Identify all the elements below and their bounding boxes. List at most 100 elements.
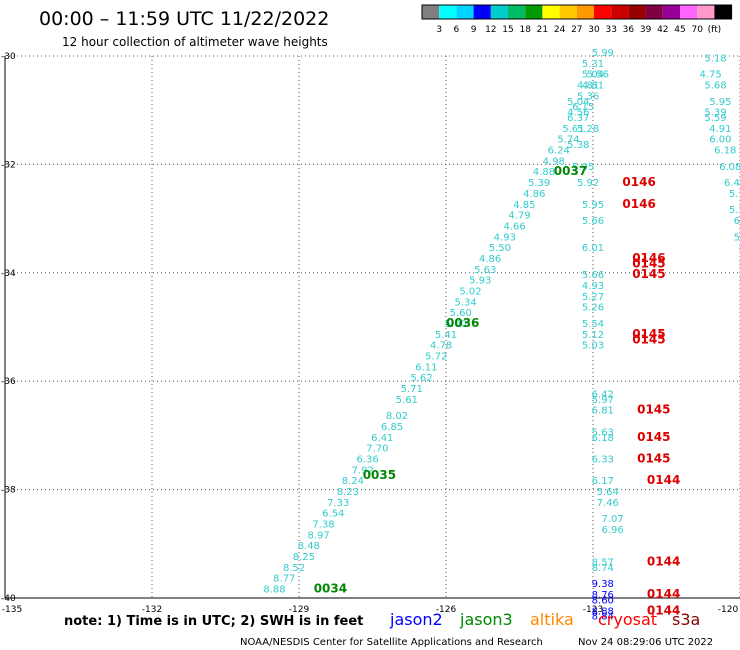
wave-height-value: 5.64 xyxy=(597,487,619,498)
wave-height-value: 8.25 xyxy=(293,552,315,563)
wave-height-value: 5.92 xyxy=(577,178,599,189)
colorbar-label: 42 xyxy=(657,25,668,35)
pass-time-label: 0144 xyxy=(647,603,680,617)
y-axis-ticks: -30 -32 -34 -36 -38 -40 xyxy=(1,52,16,604)
colorbar-swatch xyxy=(611,5,629,19)
wave-height-value: 6.36 xyxy=(356,455,378,466)
wave-height-value: 5.70 xyxy=(739,270,740,281)
wave-height-value: 5.04 xyxy=(567,97,589,108)
wave-height-value: 4.81 xyxy=(577,81,599,92)
wave-height-value: 7.46 xyxy=(597,498,619,509)
wave-height-value: 5.04 xyxy=(582,70,604,81)
wave-height-value: 4.78 xyxy=(430,341,452,352)
wave-height-value: 5.34 xyxy=(454,297,476,308)
wave-height-value: 5.60 xyxy=(739,243,740,254)
x-tick-label: -126 xyxy=(436,605,457,615)
satellite-legend: jason2 jason3 altika cryosat s3a xyxy=(389,610,700,629)
wave-height-value: 5.54 xyxy=(739,259,740,270)
y-tick-label: -30 xyxy=(1,52,16,62)
wave-height-value: 5.54 xyxy=(582,319,604,330)
colorbar: 3 6 9 12 15 18 21 24 27 30 33 36 39 42 45 70 (ft) xyxy=(421,4,733,35)
colorbar-swatch xyxy=(662,5,680,19)
wave-height-value: 5.02 xyxy=(459,286,481,297)
colorbar-swatch xyxy=(680,5,698,19)
wave-height-value: 5.39 xyxy=(528,178,550,189)
wave-height-value: 9.38 xyxy=(592,579,614,590)
wave-height-value: 5.63 xyxy=(474,265,496,276)
wave-height-value: 4.91 xyxy=(709,124,731,135)
wave-height-value: 6.37 xyxy=(567,113,589,124)
wave-height-value: 5.60 xyxy=(450,308,472,319)
wave-height-value: 5.72 xyxy=(425,352,447,363)
y-tick-label: -34 xyxy=(1,269,16,279)
wave-height-value: 8.23 xyxy=(337,487,359,498)
colorbar-swatch xyxy=(576,5,594,19)
x-tick-label: -135 xyxy=(2,605,22,615)
wave-height-value: 5.56 xyxy=(587,70,609,81)
wave-height-value: 6.18 xyxy=(714,146,736,157)
wave-height-value: 5.39 xyxy=(704,108,726,119)
pass-time-label: 0146 xyxy=(632,251,665,265)
legend-cryosat: cryosat xyxy=(598,610,657,629)
pass-time-label: 0145 xyxy=(632,327,665,341)
wave-height-value: 6.11 xyxy=(415,362,437,373)
wave-height-value: 6.81 xyxy=(592,406,614,417)
wave-height-value: 6.42 xyxy=(592,389,614,400)
colorbar-swatch xyxy=(714,5,732,19)
colorbar-label: 3 xyxy=(436,25,442,35)
wave-height-value: 8.48 xyxy=(298,541,320,552)
y-tick-label: -32 xyxy=(1,160,16,170)
wave-height-value: 4.66 xyxy=(503,221,525,232)
map-subtitle: 12 hour collection of altimeter wave hei… xyxy=(62,35,328,49)
wave-height-value: 5.19 xyxy=(729,189,740,200)
wave-height-value: 5.38 xyxy=(567,140,589,151)
colorbar-label: 33 xyxy=(605,25,616,35)
colorbar-label: 70 xyxy=(691,25,703,35)
footer-timestamp: Nov 24 08:29:06 UTC 2022 xyxy=(578,637,713,648)
colorbar-swatch xyxy=(697,5,715,19)
wave-height-value: 8.02 xyxy=(386,411,408,422)
colorbar-label: (ft) xyxy=(708,25,722,35)
wave-height-value: 7.07 xyxy=(601,514,623,525)
pass-time-label: 0037 xyxy=(554,164,587,178)
wave-height-value: 6.41 xyxy=(371,433,393,444)
wave-height-value: 5.03 xyxy=(582,341,604,352)
wave-height-value: 5.28 xyxy=(577,124,599,135)
wave-height-value: 5.26 xyxy=(582,303,604,314)
y-tick-label: -38 xyxy=(1,486,16,496)
wave-height-value: 5.50 xyxy=(729,205,740,216)
wave-height-value: 5.63 xyxy=(592,427,614,438)
wave-height-value: 8.97 xyxy=(307,530,329,541)
wave-height-value: 8.52 xyxy=(283,563,305,574)
colorbar-label: 9 xyxy=(471,25,477,35)
colorbar-label: 30 xyxy=(588,25,600,35)
wave-height-value: 5.41 xyxy=(435,330,457,341)
pass-time-label: 0145 xyxy=(637,430,670,444)
colorbar-swatch xyxy=(559,5,577,19)
legend-jason3: jason3 xyxy=(459,610,513,629)
wave-height-value: 4.88 xyxy=(533,167,555,178)
wave-height-value: 4.85 xyxy=(513,200,535,211)
wave-height-value: 5.95 xyxy=(582,200,604,211)
pass-time-label: 0145 xyxy=(632,332,665,346)
wave-height-value: 6.46 xyxy=(724,178,740,189)
wave-height-value: 5.31 xyxy=(582,59,604,70)
wave-height-value: 6.01 xyxy=(582,243,604,254)
wave-height-value: 7.70 xyxy=(366,444,388,455)
plot-area xyxy=(4,55,740,599)
colorbar-label: 36 xyxy=(623,25,635,35)
colorbar-swatch xyxy=(439,5,457,19)
pass-time-label: 0144 xyxy=(647,554,680,568)
wave-height-value: 5.66 xyxy=(582,216,604,227)
wave-height-value: 6.17 xyxy=(592,476,614,487)
time-labels: 0034003500360037014601460146014501450145… xyxy=(314,164,681,617)
colorbar-label: 12 xyxy=(485,25,496,35)
footer-note: note: 1) Time is in UTC; 2) SWH is in fe… xyxy=(64,614,363,629)
wave-height-value: 4.86 xyxy=(479,254,501,265)
colorbar-label: 45 xyxy=(674,25,685,35)
legend-jason2: jason2 xyxy=(389,610,443,629)
x-tick-label: -132 xyxy=(142,605,162,615)
colorbar-label: 27 xyxy=(571,25,582,35)
legend-s3a: s3a xyxy=(672,610,700,629)
